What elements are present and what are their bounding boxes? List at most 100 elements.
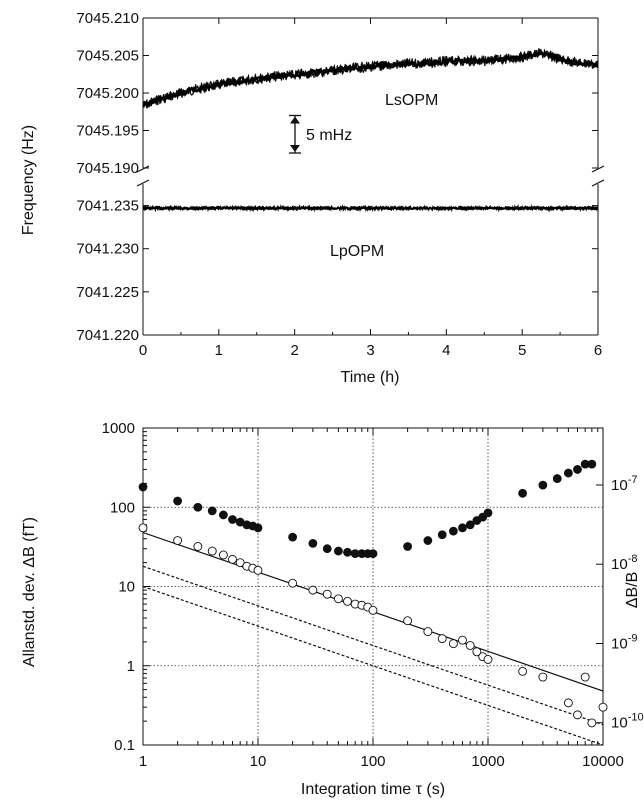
filled-data-point	[448, 526, 458, 536]
scale-bar-label: 5 mHz	[306, 127, 352, 144]
filled-data-point	[458, 523, 467, 533]
open-data-point	[403, 616, 413, 626]
bottom-y2-axis-title: ΔB/B	[624, 572, 641, 608]
top-x-tick-label: 2	[290, 342, 298, 359]
bottom-y-tick-label: 1000	[102, 420, 135, 437]
filled-data-point	[218, 510, 228, 520]
filled-data-point	[207, 506, 217, 516]
open-data-point	[573, 710, 582, 720]
bottom-y-tick-label: 1	[127, 658, 135, 675]
filled-data-point	[403, 542, 413, 551]
open-data-point	[472, 647, 482, 657]
top-lower-y-tick-label: 7041.220	[76, 327, 139, 344]
top-chart-panel: 0 1 2 3 4 5 6 7045.210 7045.205 7045.200 7045.195 7…	[76, 10, 605, 359]
top-x-tick-label: 4	[442, 342, 450, 359]
open-data-point	[538, 672, 548, 682]
lsopm-series-label: LsOPM	[385, 92, 438, 109]
open-data-point	[580, 672, 590, 682]
open-data-point	[288, 578, 298, 588]
open-data-point	[173, 536, 183, 546]
open-data-point	[228, 554, 237, 564]
open-data-point	[235, 558, 245, 568]
open-data-point	[218, 550, 228, 560]
top-x-tick-label: 3	[366, 342, 374, 359]
filled-data-point	[138, 482, 148, 492]
axis-break-mark-left	[136, 165, 150, 173]
axis-break-mark-right	[591, 179, 605, 187]
top-upper-y-tick-label: 7045.190	[76, 160, 139, 177]
open-data-point	[343, 596, 352, 606]
filled-data-point	[423, 536, 433, 545]
bottom-chart-panel: 1 10 100 1000 100000.1110100100010-710-810-9…	[102, 420, 644, 770]
top-x-tick-label: 6	[594, 342, 602, 359]
top-lower-y-tick-label: 7041.235	[76, 198, 139, 215]
bottom-y2-tick-label: 10-10	[611, 712, 644, 732]
open-data-point	[448, 639, 458, 649]
open-data-point	[333, 594, 343, 604]
filled-data-point	[343, 547, 352, 557]
top-lower-y-tick-label: 7041.230	[76, 241, 139, 258]
bottom-y2-tick-label: 10-9	[611, 632, 637, 652]
filled-data-point	[465, 520, 475, 530]
open-data-point	[322, 589, 332, 599]
open-data-point	[253, 565, 263, 575]
open-data-point	[138, 523, 148, 533]
top-lower-y-tick-label: 7041.225	[76, 284, 139, 301]
axis-break-mark-right	[591, 165, 605, 173]
filled-data-point	[518, 488, 528, 498]
top-upper-y-tick-label: 7045.195	[76, 123, 139, 140]
fit-line-dashed	[143, 565, 603, 726]
bottom-y-tick-label: 100	[110, 499, 135, 516]
scale-bar-arrow	[290, 116, 300, 124]
filled-data-point	[173, 496, 183, 506]
scale-bar-arrow	[290, 145, 300, 152]
bottom-y-axis-title: Allanstd. dev. ΔB (fT)	[21, 517, 38, 667]
open-data-point	[563, 698, 573, 708]
filled-data-point	[552, 474, 562, 483]
bottom-chart-labels: Integration time τ (s) Allanstd. dev. ΔB…	[21, 517, 641, 798]
lsopm-trace	[142, 48, 599, 109]
bottom-x-tick-label: 10000	[582, 753, 624, 770]
lsopm-trace	[142, 48, 599, 109]
open-data-point	[483, 655, 493, 664]
open-data-point	[193, 542, 203, 551]
filled-data-point	[563, 468, 573, 478]
bottom-y-tick-label: 0.1	[114, 737, 135, 754]
bottom-x-tick-label: 1000	[471, 753, 504, 770]
top-upper-y-tick-label: 7045.205	[76, 48, 139, 65]
top-x-axis-title: Time (h)	[341, 369, 400, 386]
filled-data-point	[333, 546, 343, 556]
filled-data-point	[368, 549, 378, 559]
filled-data-point	[573, 465, 582, 474]
bottom-y2-tick-label: 10-7	[611, 474, 637, 494]
open-data-point	[207, 546, 217, 556]
filled-data-point	[228, 515, 237, 524]
bottom-x-tick-label: 100	[360, 753, 385, 770]
filled-data-point	[322, 544, 332, 554]
filled-data-point	[288, 532, 298, 542]
open-data-point	[423, 627, 433, 637]
filled-data-point	[437, 530, 447, 540]
axis-break-mark-left	[136, 179, 150, 187]
top-upper-y-tick-label: 7045.210	[76, 10, 139, 27]
filled-data-point	[483, 508, 493, 518]
top-upper-y-tick-label: 7045.200	[76, 85, 139, 102]
open-data-point	[458, 635, 467, 645]
open-data-point	[598, 702, 608, 712]
top-chart-labels: Time (h) Frequency (Hz) LsOPM LpOPM 5 mH…	[20, 92, 438, 386]
open-data-point	[518, 666, 528, 676]
lpopm-trace	[142, 205, 599, 212]
filled-data-point	[253, 523, 263, 533]
open-data-point	[368, 605, 378, 615]
top-y-axis-title: Frequency (Hz)	[20, 125, 37, 235]
bottom-x-tick-label: 1	[139, 753, 147, 770]
bottom-y2-tick-label: 10-8	[611, 553, 637, 573]
filled-data-point	[587, 459, 597, 469]
open-data-point	[465, 641, 475, 650]
lpopm-series-label: LpOPM	[330, 243, 384, 260]
top-x-tick-label: 0	[139, 342, 147, 359]
top-x-tick-label: 1	[215, 342, 223, 359]
open-data-point	[437, 634, 447, 644]
bottom-x-axis-title: Integration time τ (s)	[301, 781, 445, 798]
